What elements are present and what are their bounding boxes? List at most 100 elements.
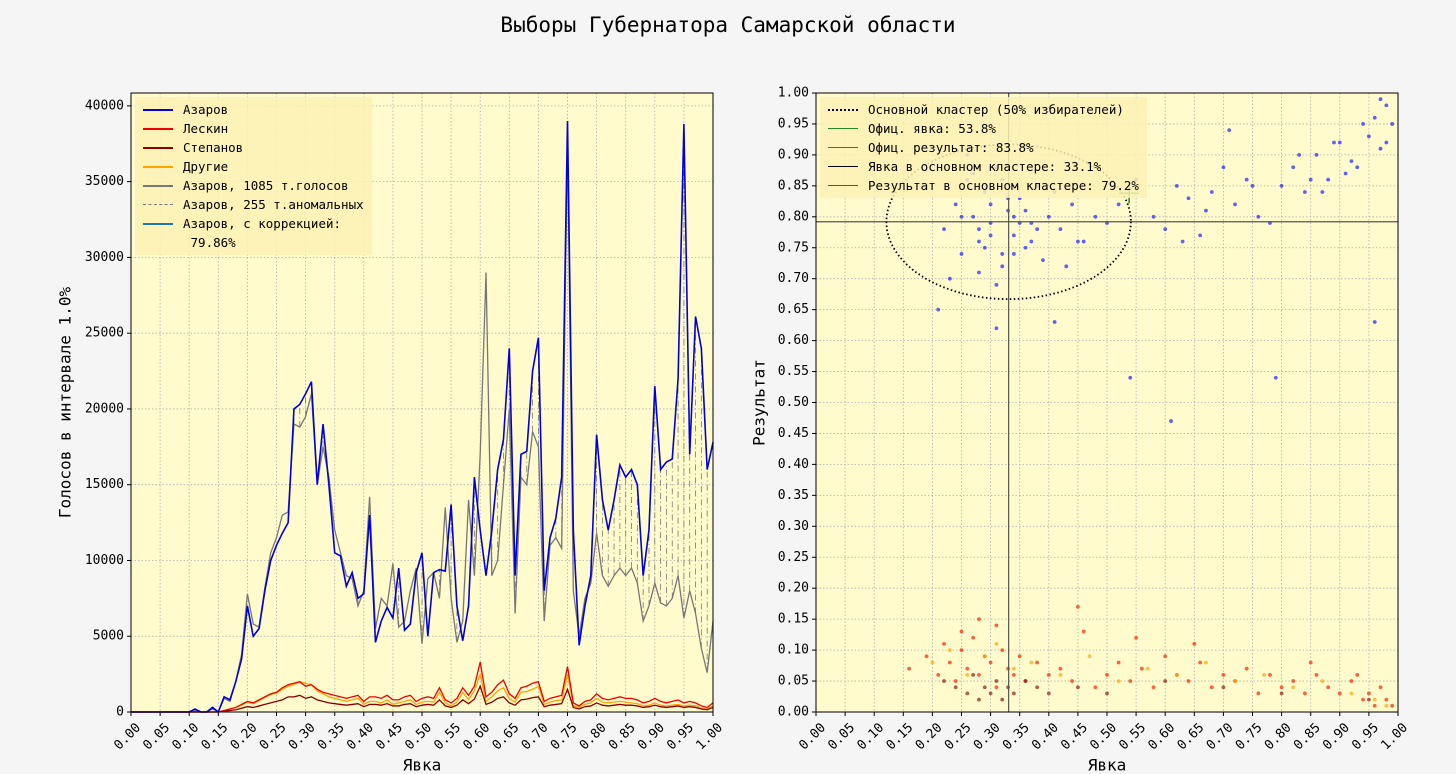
point (936, 672, 941, 677)
point (1029, 239, 1034, 244)
point (1308, 660, 1313, 665)
point (1070, 679, 1074, 683)
point (1268, 672, 1272, 677)
point (1011, 666, 1016, 671)
point (1390, 122, 1395, 126)
x-tick-label: 1.00 (693, 720, 726, 753)
point (1279, 183, 1284, 188)
legend-label: Азаров, с коррекцией: 79.86% (183, 216, 342, 250)
x-tick-label: 0.10 (855, 720, 888, 753)
legend-item: Лескин (141, 119, 364, 138)
point (953, 202, 958, 207)
legend: Азаров Лескин Степанов Другие Азаров, 1085 т… (135, 97, 372, 255)
point (1064, 264, 1069, 269)
point (988, 202, 993, 207)
legend-label: Офиц. результат: 83.8% (868, 140, 1034, 155)
point (1116, 679, 1121, 683)
legend-swatch (143, 128, 173, 130)
point (1151, 685, 1156, 690)
x-tick-label: 0.30 (971, 720, 1004, 753)
point (977, 672, 981, 677)
point (1390, 703, 1395, 708)
x-tick-label: 0.15 (884, 720, 917, 753)
x-tick-label: 0.60 (461, 720, 494, 753)
legend-label: Азаров, 1085 т.голосов (183, 178, 349, 193)
x-tick-label: 0.50 (1087, 720, 1120, 753)
y-tick-label: 0 (116, 705, 124, 720)
point (1337, 691, 1342, 696)
y-tick-label: 20000 (85, 401, 124, 416)
x-tick-label: 1.00 (1378, 720, 1411, 753)
point (977, 270, 981, 275)
point (965, 672, 970, 677)
point (947, 648, 952, 652)
x-tick-label: 0.00 (796, 720, 829, 753)
point (1169, 419, 1173, 423)
legend-swatch (828, 166, 858, 167)
point (1163, 654, 1168, 659)
point (1367, 697, 1371, 702)
point (1000, 648, 1005, 652)
legend-label: Офиц. явка: 53.8% (868, 121, 996, 136)
point (1337, 140, 1342, 145)
point (1035, 227, 1040, 232)
legend-item: Основной кластер (50% избирателей) (826, 100, 1139, 119)
y-axis-label: Голосов в интервале 1.0% (56, 287, 75, 519)
y-tick-label: 0.65 (778, 302, 809, 317)
y-tick-label: 0.25 (778, 550, 809, 565)
y-tick-label: 0.10 (778, 643, 809, 658)
point (1174, 672, 1179, 677)
x-tick-label: 0.70 (519, 720, 552, 753)
point (994, 642, 999, 646)
point (1011, 214, 1016, 219)
point (1204, 660, 1208, 665)
point (1023, 208, 1028, 213)
legend-label: Азаров, 255 т.аномальных (183, 197, 364, 212)
x-tick-label: 0.95 (664, 720, 697, 753)
x-tick-label: 0.00 (111, 720, 144, 753)
legend-item: Степанов (141, 138, 364, 157)
y-tick-label: 0.35 (778, 488, 809, 503)
y-tick-label: 0.30 (778, 519, 809, 534)
line-series (131, 136, 714, 713)
x-tick-label: 0.20 (228, 720, 261, 753)
point (965, 691, 970, 696)
point (1046, 214, 1051, 219)
y-tick-label: 35000 (85, 174, 124, 189)
point (1367, 691, 1371, 696)
point (959, 648, 964, 652)
y-tick-label: 0.00 (778, 705, 809, 720)
y-tick-label: 15000 (85, 477, 124, 492)
point (994, 326, 999, 331)
point (1361, 697, 1365, 702)
point (930, 660, 935, 665)
point (1221, 685, 1226, 690)
figure-title: Выборы Губернатора Самарской области (500, 13, 955, 37)
legend-swatch (828, 109, 858, 111)
point (1233, 202, 1237, 207)
point (1017, 654, 1022, 659)
x-tick-label: 0.20 (913, 720, 946, 753)
legend-label: Азаров (183, 102, 229, 117)
y-tick-label: 0.20 (778, 581, 809, 596)
x-tick-label: 0.75 (1233, 720, 1266, 753)
point (1081, 629, 1086, 634)
legend-item: Другие (141, 157, 364, 176)
point (1314, 672, 1319, 677)
point (1116, 660, 1121, 665)
x-axis-label: Явка (403, 756, 442, 774)
point (1302, 190, 1307, 194)
y-tick-label: 0.70 (778, 271, 809, 286)
point (1174, 183, 1179, 188)
point (965, 666, 970, 671)
legend-item: Азаров, 255 т.аномальных (141, 195, 364, 214)
point (1372, 697, 1377, 702)
y-tick-label: 25000 (85, 326, 124, 341)
point (1361, 122, 1365, 126)
point (1081, 239, 1086, 244)
x-tick-label: 0.50 (402, 720, 435, 753)
point (1378, 146, 1383, 151)
legend-item: Азаров, 1085 т.голосов (141, 176, 364, 195)
legend-label: Другие (183, 159, 229, 174)
point (1087, 654, 1092, 659)
